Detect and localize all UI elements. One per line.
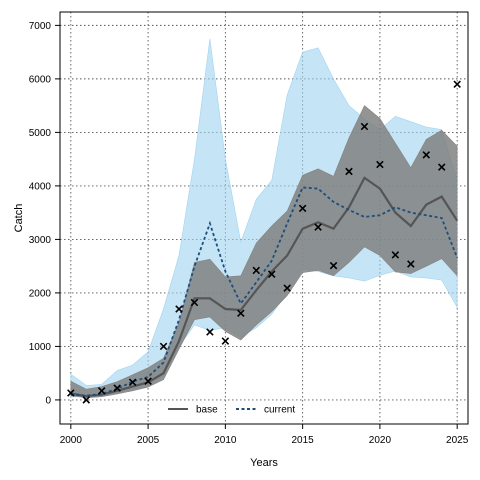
observed-point-stroke	[82, 396, 91, 404]
observed-point	[67, 389, 75, 397]
x-tick-label: 2000	[60, 435, 83, 446]
y-tick-label: 3000	[29, 235, 52, 246]
observed-point-stroke	[453, 80, 461, 88]
observed-point-stroke	[190, 298, 199, 307]
observed-point	[437, 163, 446, 171]
observed-point-stroke	[360, 122, 369, 131]
observed-point	[267, 270, 276, 278]
observed-point	[422, 151, 431, 159]
observed-point-stroke	[329, 261, 338, 270]
observed-point-stroke	[97, 387, 106, 395]
observed-point-stroke	[298, 204, 307, 213]
x-tick-label: 2015	[292, 435, 315, 446]
observed-point	[144, 377, 152, 385]
observed-point	[453, 80, 461, 88]
x-axis-title: Years	[250, 457, 278, 469]
y-tick-label: 6000	[29, 74, 52, 85]
observed-point	[237, 309, 245, 318]
y-axis: 0 1000 2000 3000 4000 5000 6000 7000	[29, 21, 60, 406]
observed-points	[67, 80, 461, 404]
observed-point	[345, 167, 353, 176]
observed-point-stroke	[175, 305, 183, 313]
observed-point-stroke	[113, 384, 121, 392]
observed-point-stroke	[221, 337, 230, 345]
x-tick-label: 2010	[214, 435, 237, 446]
y-tick-label: 4000	[29, 181, 52, 192]
observed-point	[314, 223, 322, 231]
legend-label-base: base	[196, 405, 218, 416]
y-tick-label: 2000	[29, 288, 52, 299]
observed-point-stroke	[144, 377, 152, 385]
confidence-bands	[70, 38, 458, 399]
series-line-current	[70, 186, 459, 397]
plot-frame	[59, 11, 469, 425]
x-tick-label: 2005	[137, 435, 160, 446]
y-axis-title: Catch	[13, 204, 25, 233]
observed-point-stroke	[437, 163, 446, 171]
y-tick-label: 7000	[29, 21, 52, 32]
observed-point-stroke	[67, 389, 75, 397]
observed-point	[190, 298, 199, 307]
observed-point-stroke	[159, 342, 168, 351]
observed-point	[113, 384, 121, 392]
observed-point	[206, 328, 214, 336]
y-tick-label: 0	[45, 395, 51, 406]
observed-point-stroke	[314, 223, 322, 231]
observed-point	[329, 261, 338, 270]
x-tick-label: 2025	[446, 435, 469, 446]
observed-point	[407, 260, 415, 268]
x-axis: 2000 2005 2010 2015 2020 2025	[60, 424, 469, 446]
observed-point-stroke	[206, 328, 214, 336]
observed-point	[159, 342, 168, 351]
y-tick-label: 1000	[29, 342, 52, 353]
y-tick-label: 5000	[29, 128, 52, 139]
observed-point-stroke	[391, 251, 400, 259]
legend: base current	[168, 405, 295, 416]
observed-point-stroke	[422, 151, 431, 159]
observed-point-stroke	[237, 309, 245, 318]
band-base	[70, 105, 458, 399]
legend-label-current: current	[264, 405, 295, 416]
observed-point-stroke	[267, 270, 276, 278]
observed-point	[376, 160, 384, 169]
observed-point-stroke	[128, 378, 137, 387]
observed-point-stroke	[407, 260, 415, 268]
observed-point	[360, 122, 369, 131]
band-overlap-base	[70, 105, 458, 398]
observed-point-stroke	[345, 167, 353, 176]
observed-point	[97, 387, 106, 395]
observed-point-stroke	[376, 160, 384, 169]
observed-point	[175, 305, 183, 313]
observed-point	[252, 266, 261, 275]
observed-point	[391, 251, 400, 259]
observed-point-stroke	[283, 284, 291, 292]
x-tick-label: 2020	[369, 435, 392, 446]
observed-point	[82, 396, 91, 404]
observed-point	[298, 204, 307, 213]
observed-point	[128, 378, 137, 387]
observed-point-stroke	[252, 266, 261, 275]
observed-point	[283, 284, 291, 292]
observed-point	[221, 337, 230, 345]
